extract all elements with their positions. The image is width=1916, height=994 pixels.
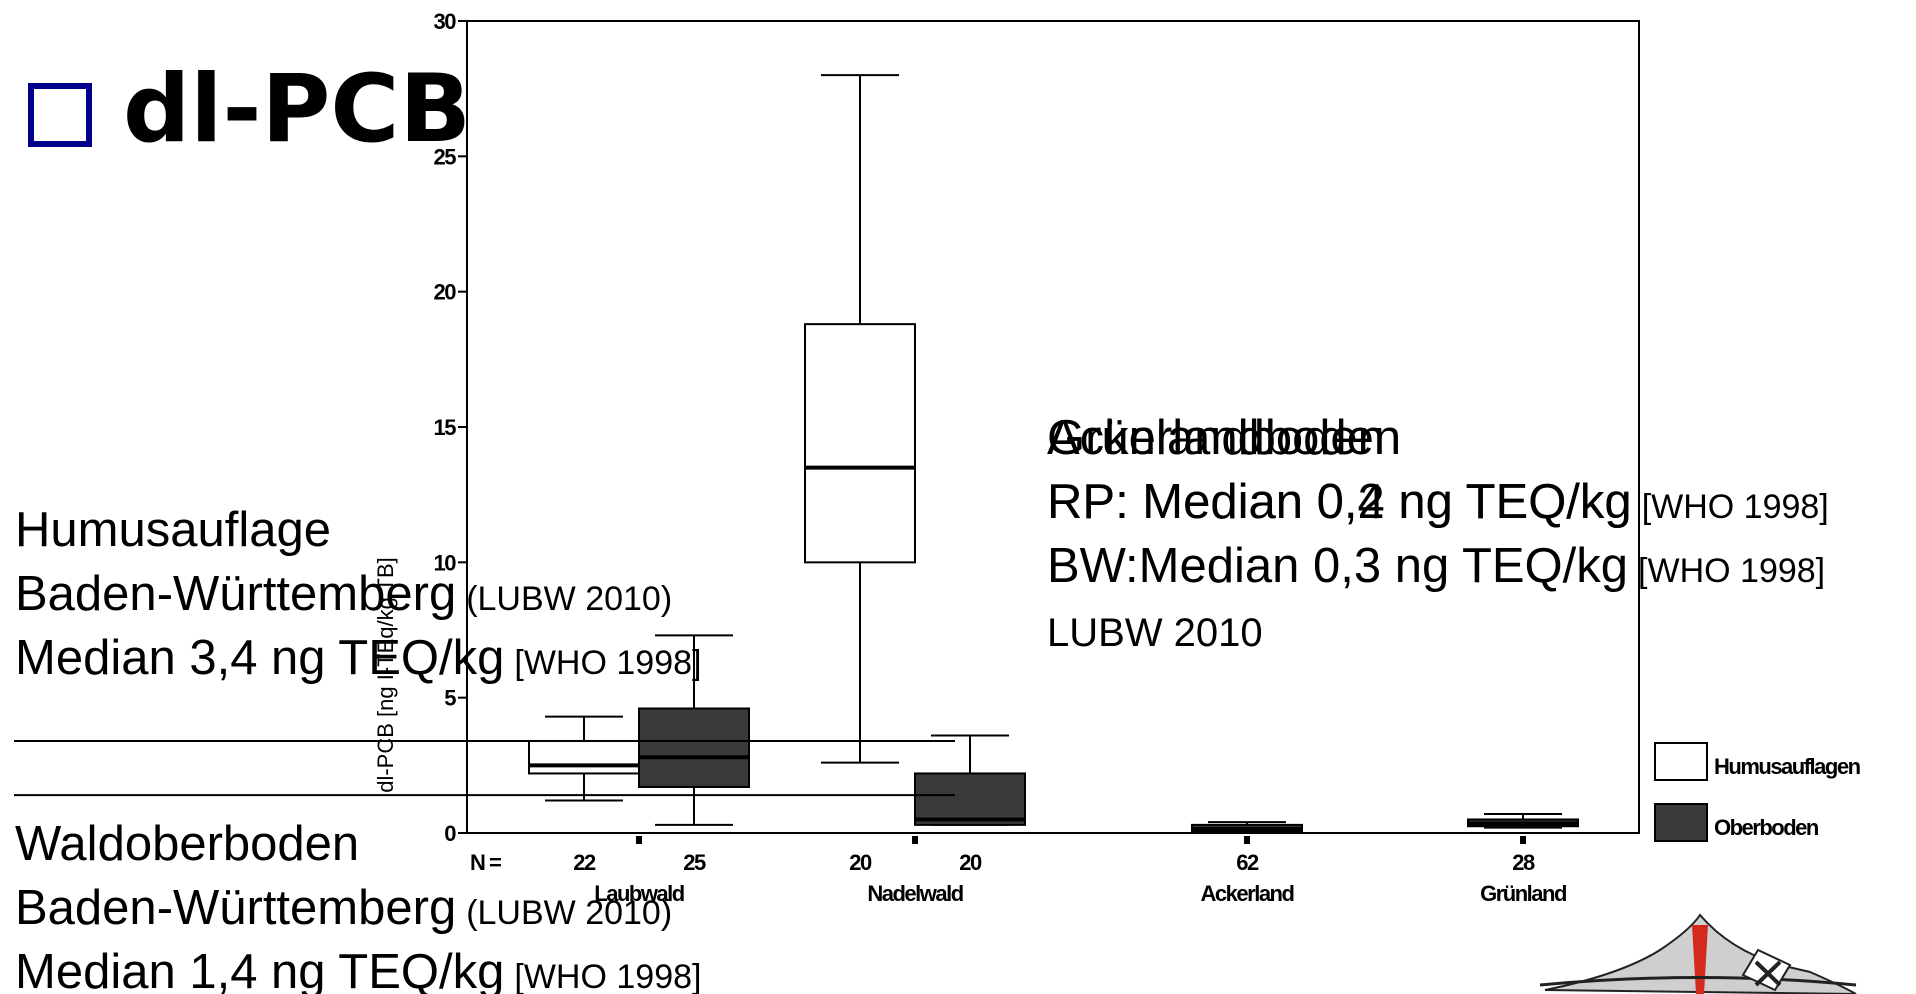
box-body (528, 739, 640, 775)
annotation-text: RP: Median 0,4 ng TEQ/kg (1047, 475, 1632, 529)
box-body (804, 323, 916, 564)
x-tick (1244, 836, 1250, 844)
annotation-text: Waldoberboden (15, 817, 359, 871)
logo (1539, 913, 1857, 994)
legend-swatch (1654, 803, 1708, 842)
y-tick-label: 25 (434, 144, 457, 169)
annotation-line: Median 3,4 ng TEQ/kg [WHO 1998] (15, 631, 701, 685)
x-tick-label: Ackerland (1201, 881, 1294, 906)
annotation-line: LUBW 2010 (1047, 611, 1263, 655)
n-count: 22 (573, 850, 596, 875)
annotation-line: Waldoberboden (15, 817, 359, 871)
n-count: 20 (849, 850, 872, 875)
box (914, 734, 1026, 826)
n-count: 28 (1512, 850, 1535, 875)
x-tick (636, 836, 642, 844)
y-axis-label: dl-PCB [ng I-TEq/kg TB] (373, 557, 398, 793)
x-tick (912, 836, 918, 844)
box (1191, 821, 1303, 834)
annotation-line: RP: Median 0,2 ng TEQ/kg [WHO 1998] (1047, 475, 1829, 529)
annotation-text: (LUBW 2010) (466, 580, 672, 618)
annotation-line: Baden-Württemberg (LUBW 2010) (15, 881, 672, 935)
annotation-text: Humusauflage (15, 503, 331, 557)
box (638, 634, 750, 826)
n-count: 25 (683, 850, 706, 875)
annotation-text: RP: Median 0,2 ng TEQ/kg (1047, 475, 1632, 529)
annotation-line: BW:Median 0,3 ng TEQ/kg [WHO 1998] (1047, 539, 1825, 593)
annotation-text: Baden-Württemberg (15, 881, 456, 935)
annotation-text: LUBW 2010 (1047, 611, 1263, 655)
annotation-text: [WHO 1998] (514, 958, 701, 994)
annotation-text: [WHO 1998] (1642, 488, 1829, 526)
box (1467, 813, 1579, 829)
annotation-text: Median 1,4 ng TEQ/kg (15, 945, 504, 994)
annotation-text: (LUBW 2010) (466, 894, 672, 932)
x-tick-label: Laubwald (594, 881, 684, 906)
legend-label: Humusauflagen (1714, 754, 1861, 779)
n-count: 20 (959, 850, 982, 875)
annotation-line: Baden-Württemberg (LUBW 2010) (15, 567, 672, 621)
box-body (638, 707, 750, 788)
box (804, 74, 916, 764)
annotation-text: BW:Median 0,3 ng TEQ/kg (1047, 539, 1628, 593)
n-count: 62 (1236, 850, 1259, 875)
annotation-text: Median 3,4 ng TEQ/kg (15, 631, 504, 685)
y-tick-label: 0 (444, 821, 456, 846)
slide-title: dl-PCB (123, 55, 471, 164)
legend-label: Oberboden (1714, 815, 1819, 840)
annotation-text: Baden-Württemberg (15, 567, 456, 621)
box-body (914, 772, 1026, 826)
x-tick-label: Nadelwald (867, 881, 962, 906)
n-label: N = (470, 850, 501, 875)
y-tick-label: 5 (444, 686, 456, 711)
annotation-line: Grünlandboden (1047, 411, 1385, 465)
annotation-text: [WHO 1998] (514, 644, 701, 682)
annotation-text: Grünlandboden (1047, 411, 1385, 465)
annotation-line: RP: Median 0,4 ng TEQ/kg (1047, 475, 1632, 529)
annotation-line: Humusauflage (15, 503, 331, 557)
y-tick-label: 20 (434, 280, 457, 305)
y-tick-label: 10 (434, 550, 457, 575)
annotation-line: Ackerlandboden (1047, 411, 1401, 465)
legend-swatch (1654, 742, 1708, 781)
annotation-text: [WHO 1998] (1638, 552, 1825, 590)
annotation-text: Ackerlandboden (1047, 411, 1401, 465)
title-bullet (28, 83, 92, 147)
x-tick (1520, 836, 1526, 844)
x-tick-label: Grünland (1480, 881, 1566, 906)
y-tick-label: 15 (434, 415, 457, 440)
annotation-line: Median 1,4 ng TEQ/kg [WHO 1998] (15, 945, 701, 994)
y-tick-label: 30 (434, 9, 457, 34)
box (528, 715, 640, 802)
